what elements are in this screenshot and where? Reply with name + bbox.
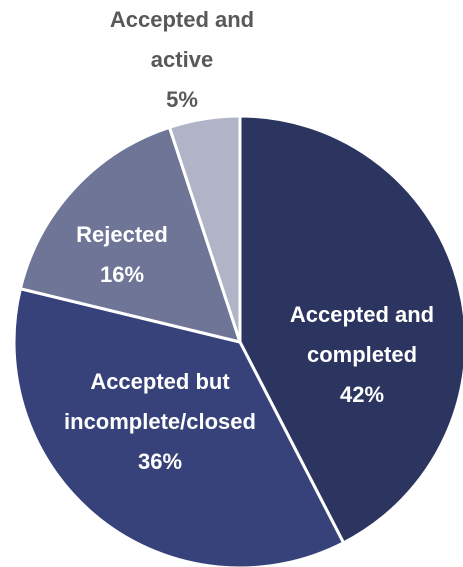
category-label: Accepted and completed — [289, 302, 435, 367]
pie-slice — [167, 114, 242, 343]
pie-slice — [238, 114, 463, 545]
value-label: 16% — [99, 262, 145, 287]
pie-slice — [18, 125, 243, 345]
category-label: Accepted but incomplete/closed — [64, 369, 256, 434]
category-label: Accepted and active — [109, 7, 255, 72]
value-label: 36% — [137, 449, 183, 474]
pie-slice — [12, 286, 346, 567]
slice-label: Rejected 16% — [52, 215, 192, 295]
value-label: 5% — [166, 87, 198, 112]
slice-label: Accepted but incomplete/closed 36% — [30, 362, 290, 482]
slice-label: Accepted and active 5% — [87, 0, 277, 120]
value-label: 42% — [339, 382, 385, 407]
slice-label: Accepted and completed 42% — [267, 295, 457, 415]
category-label: Rejected — [76, 222, 168, 247]
